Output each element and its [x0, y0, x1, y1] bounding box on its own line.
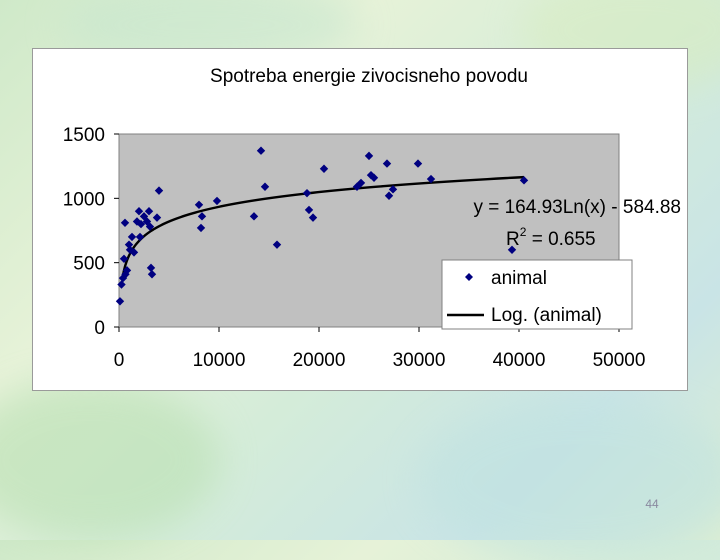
data-point: [129, 248, 139, 257]
data-point: [135, 232, 145, 242]
data-point: [507, 245, 517, 254]
data-point: [146, 263, 156, 273]
chart-title: Spotreba energie zivocisneho povodu: [210, 66, 528, 87]
data-point: [120, 218, 130, 227]
data-point: [115, 297, 125, 306]
series-animal-markers: [115, 146, 529, 306]
data-point: [356, 178, 366, 188]
svg-text:R2 = 0.655: R2 = 0.655: [506, 225, 596, 250]
r2-prefix: R: [506, 229, 520, 250]
data-point: [260, 182, 270, 191]
r-squared-label: R2 = 0.655: [506, 225, 596, 250]
data-point: [122, 266, 132, 275]
y-tick-label: 500: [73, 254, 105, 275]
data-point: [388, 185, 398, 194]
data-point: [302, 188, 312, 198]
y-tick-label: 0: [94, 318, 105, 339]
data-point: [426, 174, 436, 184]
legend-label-animal: animal: [491, 268, 547, 289]
chart-panel: Spotreba energie zivocisneho povodu 0 500…: [32, 48, 688, 391]
legend-marker-diamond-icon: [465, 273, 473, 281]
data-point: [134, 207, 144, 216]
y-axis-ticks: 0 500 1000 1500: [63, 125, 119, 339]
legend: animal Log. (animal): [441, 259, 633, 330]
data-point: [384, 191, 394, 200]
x-tick-label: 10000: [193, 350, 246, 371]
legend-box: [441, 259, 633, 330]
x-tick-label: 40000: [493, 350, 546, 371]
data-point: [304, 205, 314, 215]
data-point: [249, 212, 259, 221]
data-point: [136, 219, 146, 229]
data-point: [152, 213, 162, 222]
data-point: [256, 146, 266, 155]
data-point: [272, 240, 282, 249]
data-point: [364, 151, 374, 161]
data-point: [369, 173, 379, 182]
r2-superscript: 2: [520, 225, 527, 239]
x-axis-ticks: 0 10000 20000 30000 40000 50000: [114, 327, 646, 371]
trendline-log-animal: [121, 175, 525, 279]
legend-label-log-animal: Log. (animal): [491, 305, 602, 326]
data-point: [308, 213, 318, 222]
y-tick-label: 1000: [63, 189, 105, 210]
x-tick-label: 30000: [393, 350, 446, 371]
slide-number: 44: [645, 497, 659, 511]
x-tick-label: 0: [114, 350, 125, 371]
data-point: [212, 196, 222, 206]
trendline-equation: y = 164.93Ln(x) - 584.88: [473, 197, 681, 218]
data-point: [413, 159, 423, 168]
data-point: [196, 223, 206, 233]
x-tick-label: 20000: [293, 350, 346, 371]
data-point: [117, 280, 126, 289]
x-tick-label: 50000: [593, 350, 646, 371]
data-point: [127, 232, 137, 242]
data-point: [382, 159, 392, 168]
data-point: [194, 200, 204, 209]
y-tick-label: 1500: [63, 125, 105, 146]
data-point: [319, 164, 329, 173]
data-point: [197, 212, 207, 221]
data-point: [145, 222, 155, 231]
data-point: [519, 176, 529, 185]
data-point: [144, 207, 154, 216]
r2-value: = 0.655: [526, 229, 595, 250]
data-point: [119, 254, 129, 264]
scatter-chart: Spotreba energie zivocisneho povodu 0 500…: [63, 66, 681, 371]
